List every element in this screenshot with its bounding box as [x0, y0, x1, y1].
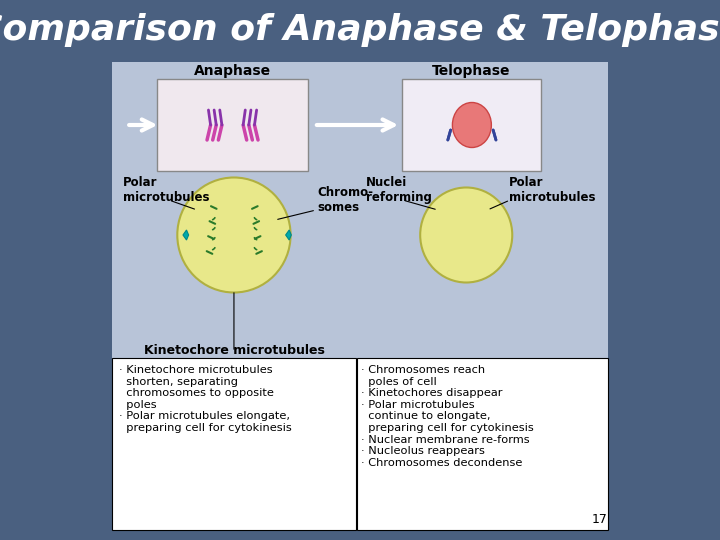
FancyArrowPatch shape: [129, 119, 153, 131]
FancyBboxPatch shape: [357, 358, 608, 530]
Text: Polar
microtubules: Polar microtubules: [123, 176, 210, 204]
FancyBboxPatch shape: [158, 79, 307, 171]
Ellipse shape: [177, 178, 291, 293]
Text: Telophase: Telophase: [432, 64, 510, 78]
Ellipse shape: [452, 103, 491, 147]
Text: Polar
microtubules: Polar microtubules: [509, 176, 595, 204]
Text: Chromo-
somes: Chromo- somes: [318, 186, 374, 214]
Text: Comparison of Anaphase & Telophase: Comparison of Anaphase & Telophase: [0, 13, 720, 47]
Text: Kinetochore microtubules: Kinetochore microtubules: [143, 344, 325, 357]
Text: 17: 17: [592, 513, 608, 526]
Text: · Kinetochore microtubules
  shorten, separating
  chromosomes to opposite
  pol: · Kinetochore microtubules shorten, sepa…: [120, 365, 292, 433]
Polygon shape: [183, 230, 189, 240]
Text: Anaphase: Anaphase: [194, 64, 271, 78]
Text: · Chromosomes reach
  poles of cell
· Kinetochores disappear
· Polar microtubule: · Chromosomes reach poles of cell · Kine…: [361, 365, 534, 468]
FancyBboxPatch shape: [112, 358, 356, 530]
FancyBboxPatch shape: [105, 0, 615, 60]
FancyBboxPatch shape: [402, 79, 541, 171]
FancyArrowPatch shape: [317, 119, 394, 131]
Ellipse shape: [420, 187, 512, 282]
Text: Nuclei
reforming: Nuclei reforming: [366, 176, 431, 204]
FancyBboxPatch shape: [112, 62, 608, 530]
Polygon shape: [286, 230, 292, 240]
